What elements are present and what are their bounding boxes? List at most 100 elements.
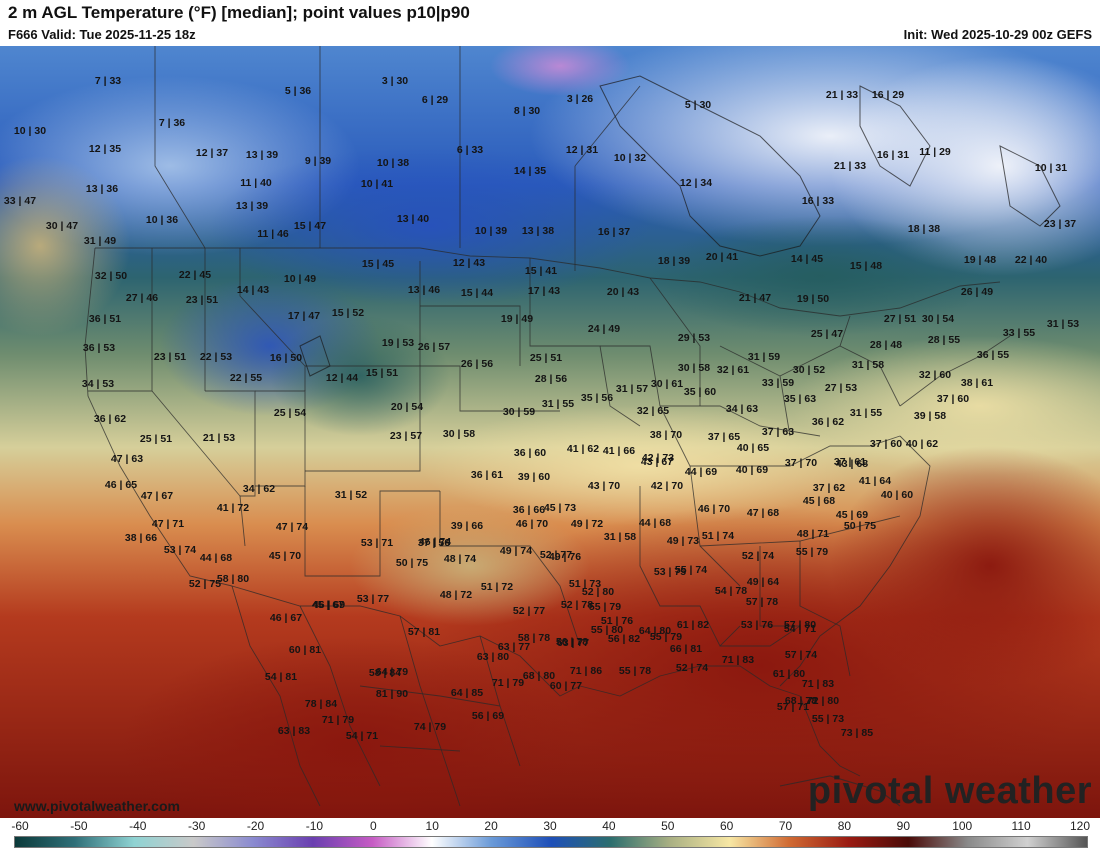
point-value-label: 17 | 47 xyxy=(288,310,320,322)
point-value-label: 50 | 75 xyxy=(844,520,876,532)
point-value-label: 26 | 57 xyxy=(418,341,450,353)
color-scale: -60 -50 -40 -30 -20 -10 0 10 20 30 40 50 60 70 80 90 100… xyxy=(0,818,1100,850)
point-value-label: 13 | 46 xyxy=(408,284,440,296)
point-value-label: 23 | 51 xyxy=(154,351,186,363)
point-values: 7 | 33 3 | 30 5 | 36 6 | 29 10 | 30 7 | 36 8 |… xyxy=(4,75,1079,742)
point-value-label: 47 | 71 xyxy=(152,518,184,530)
colorbar-tick-label: 40 xyxy=(602,819,616,833)
point-value-label: 51 | 76 xyxy=(601,615,633,627)
colorbar-tick-label: 120 xyxy=(1069,819,1091,833)
point-value-label: 35 | 63 xyxy=(784,393,816,405)
point-value-label: 81 | 90 xyxy=(376,688,408,700)
point-value-label: 54 | 78 xyxy=(715,585,747,597)
point-value-label: 40 | 60 xyxy=(881,489,913,501)
colorbar-tick-label: -50 xyxy=(70,819,88,833)
point-value-label: 63 | 77 xyxy=(557,637,589,649)
point-value-label: 55 | 79 xyxy=(650,631,682,643)
colorbar-tick-label: 70 xyxy=(778,819,793,833)
point-value-label: 44 | 69 xyxy=(685,466,717,478)
point-value-label: 49 | 76 xyxy=(549,551,581,563)
point-value-label: 31 | 52 xyxy=(335,489,367,501)
point-value-label: 36 | 61 xyxy=(471,469,503,481)
point-value-label: 16 | 29 xyxy=(872,89,904,101)
point-value-label: 15 | 52 xyxy=(332,307,364,319)
point-value-label: 44 | 68 xyxy=(639,517,671,529)
point-value-label: 36 | 62 xyxy=(94,413,126,425)
colorbar-tick-label: -20 xyxy=(246,819,265,833)
point-value-label: 43 | 67 xyxy=(641,456,673,468)
point-value-label: 7 | 33 xyxy=(95,75,121,87)
point-value-label: 55 | 79 xyxy=(796,546,828,558)
point-value-label: 37 | 60 xyxy=(937,393,969,405)
point-value-label: 73 | 85 xyxy=(841,727,873,739)
point-value-label: 40 | 65 xyxy=(737,442,769,454)
point-value-label: 30 | 58 xyxy=(678,362,710,374)
state-borders xyxy=(84,46,1011,807)
point-value-label: 6 | 33 xyxy=(457,144,483,156)
point-value-label: 57 | 74 xyxy=(785,649,817,661)
point-value-label: 54 | 81 xyxy=(265,671,297,683)
point-value-label: 37 | 62 xyxy=(813,482,845,494)
point-value-label: 43 | 70 xyxy=(588,480,620,492)
point-value-label: 36 | 53 xyxy=(83,342,115,354)
point-value-label: 11 | 40 xyxy=(240,177,272,189)
point-value-label: 37 | 60 xyxy=(870,438,902,450)
point-value-label: 47 | 67 xyxy=(141,490,173,502)
point-value-label: 53 | 74 xyxy=(164,544,196,556)
point-value-label: 63 | 80 xyxy=(477,651,509,663)
colorbar-tick-label: 60 xyxy=(719,819,734,833)
colorbar-tick-label: 10 xyxy=(425,819,439,833)
point-value-label: 35 | 60 xyxy=(684,386,716,398)
point-value-label: 36 | 62 xyxy=(812,416,844,428)
colorbar-tick-label: 110 xyxy=(1011,819,1031,833)
map-title: 2 m AGL Temperature (°F) [median]; point… xyxy=(8,3,470,22)
point-value-label: 52 | 80 xyxy=(582,586,614,598)
point-value-label: 14 | 35 xyxy=(514,165,546,177)
point-value-label: 51 | 74 xyxy=(702,530,734,542)
point-value-label: 57 | 81 xyxy=(408,626,440,638)
point-value-label: 53 | 76 xyxy=(741,619,773,631)
point-value-label: 41 | 72 xyxy=(217,502,249,514)
point-value-label: 58 | 84 xyxy=(369,667,401,679)
point-value-label: 23 | 51 xyxy=(186,294,218,306)
point-value-label: 39 | 60 xyxy=(518,471,550,483)
point-value-label: 31 | 49 xyxy=(84,235,116,247)
point-value-label: 55 | 78 xyxy=(619,665,651,677)
point-value-label: 60 | 77 xyxy=(550,680,582,692)
point-value-label: 10 | 49 xyxy=(284,273,316,285)
point-value-label: 71 | 83 xyxy=(722,654,754,666)
point-value-label: 31 | 59 xyxy=(748,351,780,363)
point-value-label: 25 | 51 xyxy=(140,433,172,445)
point-value-label: 6 | 29 xyxy=(422,94,448,106)
point-value-label: 37 | 70 xyxy=(785,457,817,469)
point-value-label: 68 | 78 xyxy=(785,695,817,707)
point-value-label: 15 | 45 xyxy=(362,258,394,270)
point-value-label: 42 | 70 xyxy=(651,480,683,492)
point-value-label: 25 | 47 xyxy=(811,328,843,340)
point-value-label: 66 | 81 xyxy=(670,643,702,655)
point-value-label: 31 | 58 xyxy=(852,359,884,371)
point-value-label: 61 | 82 xyxy=(677,619,709,631)
point-value-label: 13 | 40 xyxy=(397,213,429,225)
point-value-label: 46 | 65 xyxy=(105,479,137,491)
point-value-label: 34 | 63 xyxy=(726,403,758,415)
site-url: www.pivotalweather.com xyxy=(14,798,180,814)
point-value-label: 37 | 56 xyxy=(418,537,450,549)
point-value-label: 53 | 75 xyxy=(654,566,686,578)
point-value-label: 15 | 48 xyxy=(850,260,882,272)
point-value-label: 29 | 53 xyxy=(678,332,710,344)
point-value-label: 71 | 79 xyxy=(492,677,524,689)
point-value-label: 41 | 64 xyxy=(859,475,891,487)
point-value-label: 32 | 60 xyxy=(919,369,951,381)
colorbar-tick-label: -60 xyxy=(11,819,29,833)
point-value-label: 74 | 79 xyxy=(414,721,446,733)
point-value-label: 48 | 72 xyxy=(440,589,472,601)
point-value-label: 42 | 73 xyxy=(642,452,674,464)
init-time: Init: Wed 2025-10-29 00z GEFS xyxy=(903,27,1092,42)
point-value-label: 14 | 43 xyxy=(237,284,269,296)
colorbar xyxy=(14,836,1088,848)
point-value-label: 22 | 55 xyxy=(230,372,262,384)
point-value-label: 49 | 73 xyxy=(667,535,699,547)
point-value-label: 21 | 33 xyxy=(826,89,858,101)
point-value-label: 41 | 66 xyxy=(603,445,635,457)
